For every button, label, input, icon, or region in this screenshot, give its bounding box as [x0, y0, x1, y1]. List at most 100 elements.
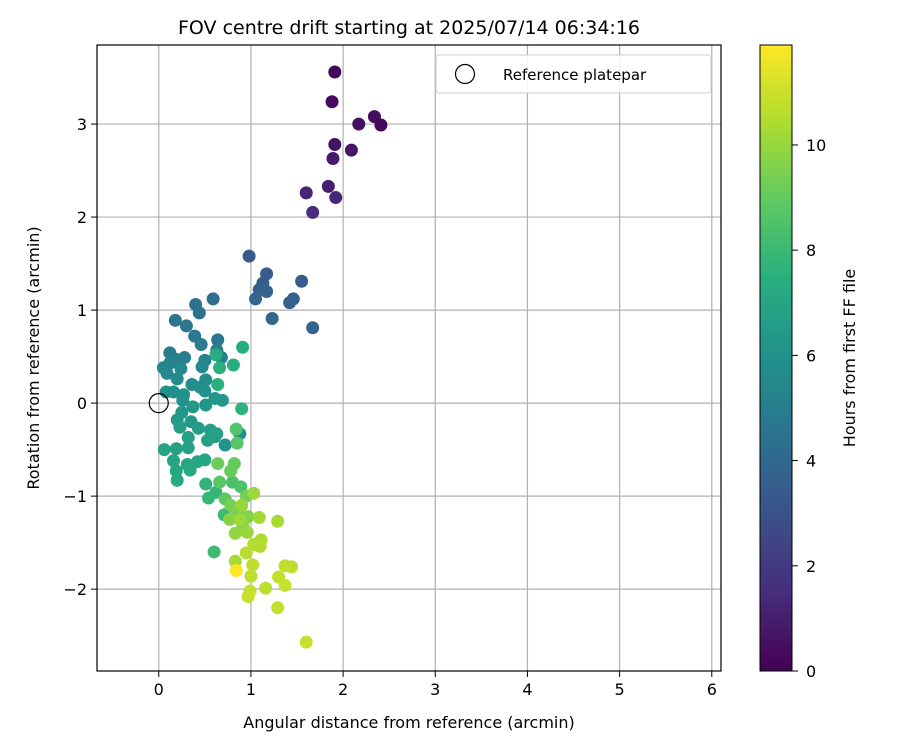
scatter-point: [169, 442, 183, 456]
scatter-point: [233, 512, 247, 526]
scatter-point: [252, 511, 266, 525]
scatter-point: [326, 151, 340, 165]
scatter-point: [278, 559, 292, 573]
scatter-point: [239, 546, 253, 560]
y-axis-ticks: −2 −1 0 1 2 3: [63, 115, 97, 599]
scatter-point: [176, 393, 190, 407]
reference-platepar-marker: [148, 393, 169, 414]
y-tick-label: 2: [77, 208, 87, 227]
colorbar-tick-label: 4: [806, 452, 816, 471]
scatter-point: [199, 477, 213, 491]
scatter-point: [236, 340, 250, 354]
y-tick-label: 1: [77, 301, 87, 320]
scatter-point: [265, 311, 279, 325]
scatter-point: [211, 333, 225, 347]
x-tick-label: 1: [246, 680, 256, 699]
scatter-point: [295, 274, 309, 288]
scatter-point: [191, 421, 205, 435]
legend-entry-reference: Reference platepar: [503, 66, 647, 84]
y-tick-label: −1: [63, 487, 87, 506]
scatter-point: [167, 454, 181, 468]
scatter-point: [213, 475, 227, 489]
scatter-point: [242, 249, 256, 263]
scatter-point: [160, 366, 174, 380]
scatter-points: [156, 65, 388, 649]
plot-frame: [96, 44, 722, 672]
scatter-point: [244, 569, 258, 583]
scatter-point: [367, 110, 381, 124]
scatter-point: [194, 338, 208, 352]
scatter-point: [271, 514, 285, 528]
legend: Reference platepar: [435, 54, 712, 94]
legend-box: [435, 54, 712, 94]
scatter-point: [174, 362, 188, 376]
x-tick-label: 3: [430, 680, 440, 699]
scatter-point: [198, 453, 212, 467]
scatter-point: [170, 372, 184, 386]
y-axis-label: Rotation from reference (arcmin): [24, 226, 43, 489]
scatter-point: [168, 313, 182, 327]
x-axis-ticks: 0 1 2 3 4 5 6: [154, 671, 717, 699]
grid-lines: [97, 45, 721, 671]
chart-title: FOV centre drift starting at 2025/07/14 …: [178, 17, 640, 39]
colorbar: 0 2 4 6 8 10 Hours from first FF file: [759, 44, 859, 681]
scatter-point: [157, 443, 171, 457]
x-tick-label: 0: [154, 680, 164, 699]
scatter-point: [207, 545, 221, 559]
scatter-point: [241, 590, 255, 604]
scatter-point: [352, 117, 366, 131]
scatter-point: [215, 393, 229, 407]
scatter-point: [192, 306, 206, 320]
scatter-point: [229, 564, 243, 578]
colorbar-tick-label: 6: [806, 346, 816, 365]
colorbar-tick-label: 8: [806, 241, 816, 260]
scatter-point: [344, 143, 358, 157]
scatter-point: [306, 321, 320, 335]
scatter-point: [230, 436, 244, 450]
x-tick-label: 6: [707, 680, 717, 699]
scatter-point: [223, 512, 237, 526]
colorbar-tick-label: 10: [806, 136, 826, 155]
scatter-point: [271, 601, 285, 615]
scatter-point: [213, 361, 227, 375]
scatter-point: [202, 491, 216, 505]
scatter-point: [167, 385, 181, 399]
colorbar-tick-label: 2: [806, 557, 816, 576]
x-tick-label: 2: [338, 680, 348, 699]
scatter-point: [181, 441, 195, 455]
scatter-point: [259, 581, 273, 595]
scatter-point: [246, 558, 260, 572]
scatter-point: [228, 526, 242, 540]
y-tick-label: 3: [77, 115, 87, 134]
scatter-point: [206, 292, 220, 306]
scatter-point: [208, 430, 222, 444]
scatter-point: [183, 463, 197, 477]
scatter-point: [260, 284, 274, 298]
scatter-point: [235, 402, 249, 416]
scatter-point: [211, 457, 225, 471]
scatter-point: [299, 186, 313, 200]
colorbar-gradient: [759, 44, 793, 672]
scatter-point: [198, 384, 212, 398]
colorbar-ticks: 0 2 4 6 8 10: [792, 136, 826, 681]
scatter-point: [195, 360, 209, 374]
reference-marker-group: [148, 393, 169, 414]
scatter-point: [218, 438, 232, 452]
scatter-point: [179, 319, 193, 333]
x-axis-label: Angular distance from reference (arcmin): [243, 713, 574, 732]
x-tick-label: 5: [615, 680, 625, 699]
scatter-point: [328, 138, 342, 152]
colorbar-tick-label: 0: [806, 662, 816, 681]
scatter-point: [211, 378, 225, 392]
scatter-point: [235, 498, 249, 512]
colorbar-label: Hours from first FF file: [840, 269, 859, 448]
scatter-point: [283, 296, 297, 310]
scatter-point: [173, 420, 187, 434]
scatter-point: [199, 398, 213, 412]
x-tick-label: 4: [522, 680, 532, 699]
scatter-point: [226, 358, 240, 372]
y-tick-label: 0: [77, 394, 87, 413]
scatter-point: [209, 348, 223, 362]
